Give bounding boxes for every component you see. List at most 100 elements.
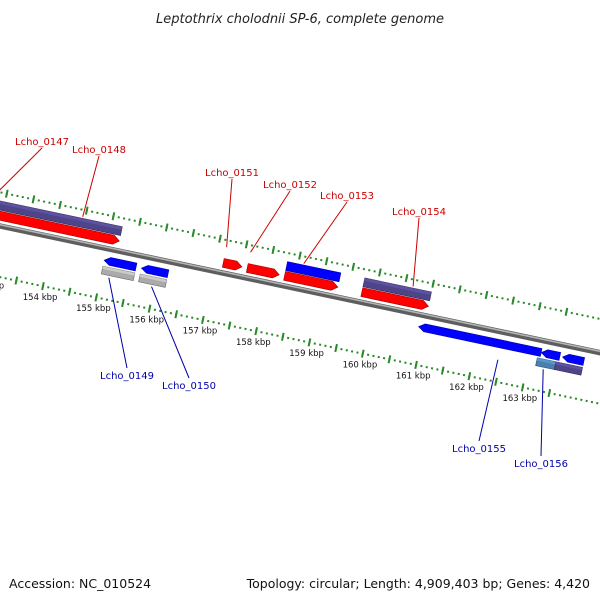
- gene-label: Lcho_0154: [392, 207, 446, 218]
- scale-dot: [69, 206, 72, 209]
- scale-dot: [89, 295, 93, 298]
- scale-dot: [356, 351, 359, 354]
- scale-dot: [288, 252, 291, 255]
- scale-dot: [425, 365, 428, 369]
- scale-dot: [448, 285, 451, 289]
- scale-dot: [336, 262, 339, 265]
- scale-dot: [185, 315, 189, 318]
- tick-layer: 153 kbp 154 kbp 155 kbp 156 kbp 157 kbp 158 k…: [0, 189, 600, 405]
- scale-dot: [324, 344, 327, 347]
- scale-major-tick: [431, 279, 436, 288]
- scale-dot: [117, 216, 120, 219]
- scale-dot: [128, 218, 131, 221]
- genome-backbone-line: [0, 223, 600, 356]
- gene-label: Lcho_0148: [72, 145, 126, 156]
- scale-dot: [575, 312, 579, 316]
- scale-dot: [462, 373, 466, 377]
- gene-label: Lcho_0147: [15, 137, 69, 148]
- scale-dot: [554, 308, 557, 311]
- gene-label: Lcho_0152: [263, 180, 317, 191]
- scale-dot: [63, 289, 66, 292]
- scale-dot: [74, 207, 78, 210]
- gene-feature: [0, 200, 123, 236]
- scale-dot: [389, 273, 392, 276]
- scale-dot: [53, 202, 56, 206]
- genome-backbone-highlight: [0, 223, 600, 353]
- scale-dot: [202, 234, 206, 237]
- scale-dot: [559, 309, 563, 312]
- scale-major-tick: [271, 245, 276, 255]
- scale-dot: [96, 211, 99, 215]
- genome-summary-text: Topology: circular; Length: 4,909,403 bp…: [246, 576, 590, 591]
- scale-dot: [398, 360, 402, 363]
- scale-dot: [543, 306, 547, 309]
- gene-feature: [138, 273, 168, 288]
- gene-feature: [100, 265, 136, 282]
- cds-feature: [221, 258, 243, 271]
- gene-leader-line: [151, 286, 190, 379]
- scale-dot: [292, 337, 295, 341]
- scale-dot: [564, 395, 567, 398]
- scale-dot: [357, 266, 360, 270]
- cds-feature: [285, 261, 342, 283]
- scale-dot: [260, 331, 263, 334]
- feature-highlight: [148, 265, 169, 273]
- gene-leader-line: [250, 190, 291, 253]
- scale-dot: [100, 297, 103, 300]
- scale-dot: [250, 244, 254, 247]
- scale-dot: [143, 306, 146, 309]
- scale-dot: [265, 332, 269, 335]
- cds-feature: [245, 263, 280, 279]
- scale-dot: [16, 194, 19, 198]
- scale-dot: [144, 221, 147, 225]
- scale-dot: [489, 379, 492, 382]
- scale-dot: [181, 229, 184, 233]
- scale-dot: [416, 279, 419, 282]
- gene-leader-line: [412, 217, 420, 287]
- scale-minor-tick: [138, 217, 142, 226]
- tick-label: 160 kbp: [343, 360, 378, 370]
- feature-highlight: [425, 323, 543, 352]
- gene-leader-line: [540, 369, 544, 457]
- scale-dot: [64, 204, 67, 208]
- gene-leader-line: [0, 147, 43, 191]
- scale-dot: [47, 286, 50, 289]
- scale-dot: [154, 224, 158, 227]
- scale-dot: [36, 283, 39, 287]
- scale-dot: [596, 401, 599, 405]
- scale-minor-tick: [14, 276, 19, 285]
- scale-dot: [48, 201, 51, 204]
- scale-dot: [480, 292, 483, 296]
- scale-dot: [318, 343, 322, 346]
- scale-dot: [297, 338, 300, 342]
- scale-major-tick: [147, 304, 152, 313]
- scale-minor-tick: [440, 366, 445, 375]
- feature-highlight: [569, 354, 585, 361]
- scale-dot: [314, 257, 318, 261]
- scale-dot: [373, 270, 376, 273]
- scale-dot: [329, 345, 332, 349]
- scale-dot: [229, 239, 232, 243]
- scale-dot: [31, 282, 34, 286]
- scale-dot: [437, 283, 440, 287]
- scale-dot: [490, 294, 494, 298]
- scale-dot: [266, 247, 270, 251]
- scale-dot: [90, 210, 94, 213]
- scale-dot: [153, 308, 157, 311]
- scale-major-tick: [94, 293, 99, 302]
- scale-dot: [526, 387, 530, 390]
- scale-dot: [233, 325, 237, 328]
- scale-major-tick: [5, 189, 9, 198]
- gene-leader-line: [226, 178, 233, 248]
- scale-major-tick: [111, 212, 116, 221]
- scale-dot: [213, 236, 216, 239]
- scale-dot: [372, 354, 375, 358]
- scale-dot: [197, 233, 200, 236]
- gene-label: Lcho_0153: [320, 191, 374, 202]
- scale-major-tick: [218, 234, 222, 243]
- scale-minor-tick: [244, 240, 249, 249]
- tick-label: 155 kbp: [76, 304, 111, 314]
- scale-minor-tick: [564, 307, 569, 316]
- scale-dot: [580, 398, 583, 401]
